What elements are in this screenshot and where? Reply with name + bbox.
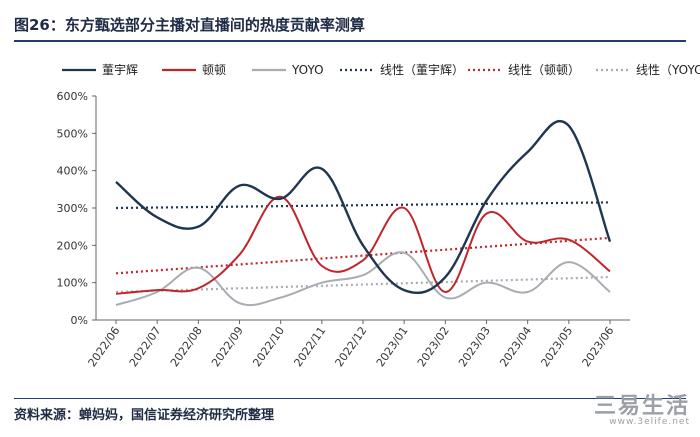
x-tick-label: 2023/04 bbox=[497, 324, 534, 369]
y-tick-label: 0% bbox=[71, 314, 88, 327]
trendline-2 bbox=[115, 275, 611, 294]
x-tick-label: 2022/09 bbox=[209, 324, 246, 369]
y-tick-label: 500% bbox=[57, 127, 88, 140]
x-tick-label: 2022/06 bbox=[86, 324, 123, 369]
legend-label-2: YOYO bbox=[291, 63, 324, 77]
series-lines bbox=[115, 119, 612, 307]
series-line-0 bbox=[115, 119, 612, 294]
y-tick-label: 300% bbox=[57, 202, 88, 215]
series-line-2 bbox=[115, 251, 611, 307]
legend-label-3: 线性（董宇辉） bbox=[380, 63, 464, 77]
watermark-url: www.3elife.net bbox=[609, 417, 690, 427]
x-tick-label: 2022/07 bbox=[127, 324, 164, 369]
y-tick-label: 200% bbox=[57, 239, 88, 252]
watermark-text: 三易生活 bbox=[593, 394, 690, 419]
x-tick-label: 2023/02 bbox=[415, 324, 452, 369]
x-tick-label: 2022/08 bbox=[168, 324, 205, 369]
legend-label-4: 线性（顿顿） bbox=[508, 63, 580, 77]
x-tick-label: 2023/01 bbox=[374, 324, 411, 369]
legend-label-1: 顿顿 bbox=[202, 63, 226, 77]
x-tick-label: 2023/03 bbox=[456, 324, 493, 369]
legend-label-5: 线性（YOYO） bbox=[636, 63, 700, 77]
title-divider bbox=[14, 40, 686, 42]
y-tick-label: 400% bbox=[57, 165, 88, 178]
legend: 董宇辉 顿顿 YOYO 线性（董宇辉） 线性（顿顿） 线性（YOYO） bbox=[62, 63, 700, 77]
y-tick-label: 100% bbox=[57, 277, 88, 290]
x-tick-label: 2023/06 bbox=[580, 324, 617, 369]
x-tick-label: 2022/12 bbox=[333, 324, 370, 369]
source-note: 资料来源：蝉妈妈，国信证券经济研究所整理 bbox=[14, 408, 275, 423]
legend-label-0: 董宇辉 bbox=[102, 63, 138, 77]
x-tick-label: 2022/11 bbox=[291, 324, 328, 369]
watermark-logo: 三易生活 www.3elife.net bbox=[594, 396, 690, 427]
y-tick-label: 600% bbox=[57, 90, 88, 103]
trendline-0 bbox=[115, 201, 611, 210]
trendlines bbox=[115, 201, 611, 294]
footer-divider bbox=[14, 398, 686, 399]
x-tick-label: 2023/05 bbox=[538, 324, 575, 369]
x-tick-label: 2022/10 bbox=[250, 324, 287, 369]
chart-title: 图26：东方甄选部分主播对直播间的热度贡献率测算 bbox=[14, 16, 365, 34]
